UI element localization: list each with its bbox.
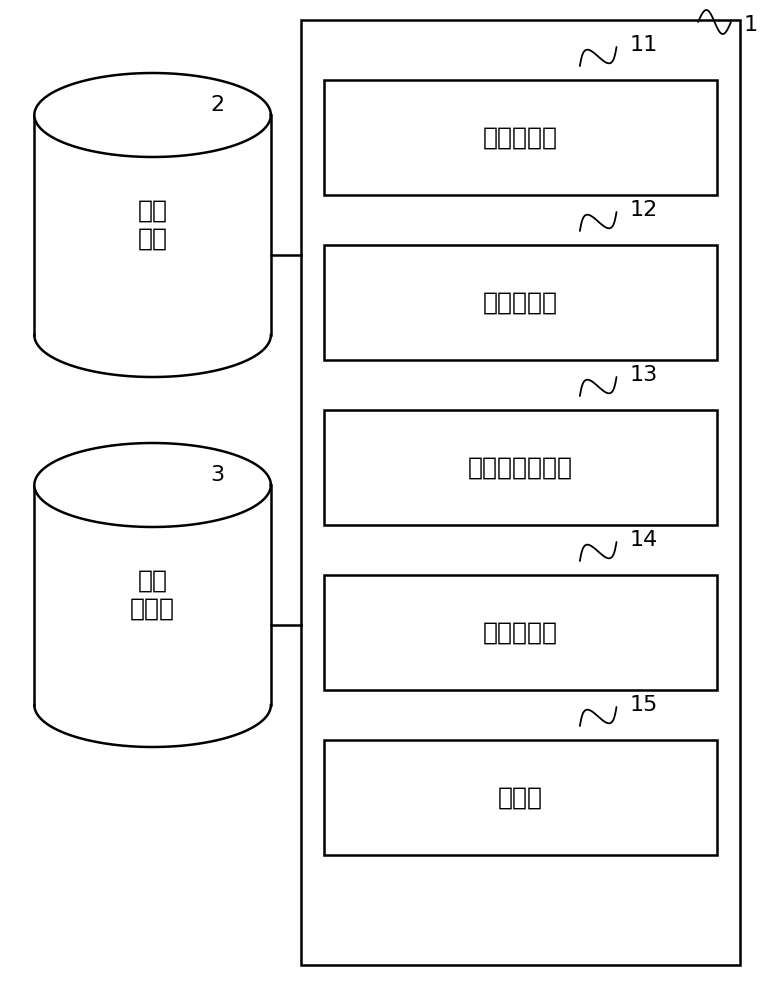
Polygon shape	[34, 73, 271, 157]
Text: 15: 15	[629, 695, 658, 715]
Text: 11: 11	[629, 35, 658, 55]
Text: 12: 12	[629, 200, 658, 220]
Text: 数据转换部: 数据转换部	[483, 620, 559, 645]
Text: 推理部: 推理部	[498, 786, 543, 810]
Bar	[301, 20, 740, 965]
Bar	[324, 575, 717, 690]
Text: 目标
数据集: 目标 数据集	[130, 569, 175, 621]
Text: 3: 3	[211, 465, 224, 485]
Bar	[324, 740, 717, 855]
Bar	[324, 80, 717, 195]
Bar	[324, 410, 717, 525]
Polygon shape	[34, 443, 271, 527]
Text: 13: 13	[629, 365, 658, 385]
Text: 疑似样本产生部: 疑似样本产生部	[468, 456, 573, 480]
Text: 2: 2	[211, 95, 224, 115]
Text: 特征抽取部: 特征抽取部	[483, 290, 559, 314]
Text: 源数
据集: 源数 据集	[137, 199, 168, 251]
Text: 数据取得部: 数据取得部	[483, 125, 559, 149]
Text: 14: 14	[629, 530, 658, 550]
Text: 1: 1	[744, 15, 758, 35]
Bar	[324, 245, 717, 360]
